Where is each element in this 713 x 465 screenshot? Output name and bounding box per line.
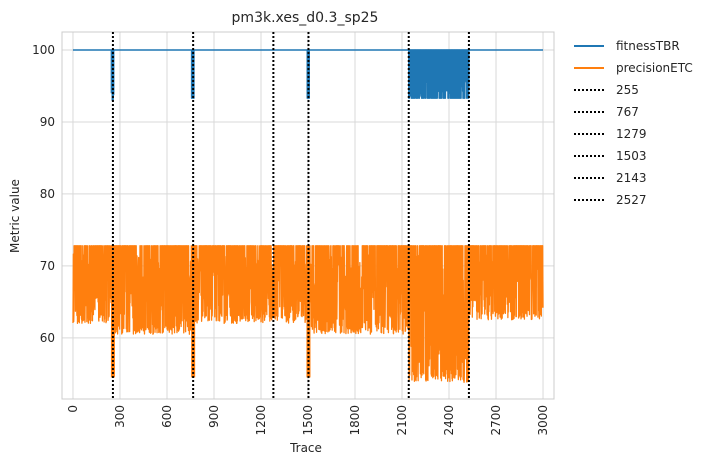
x-tick-label: 3000 — [536, 405, 550, 436]
drift-layer — [111, 32, 470, 399]
y-tick-label: 100 — [32, 43, 55, 57]
x-tick-label: 2700 — [489, 405, 503, 436]
y-tick-label: 70 — [40, 259, 55, 273]
x-tick-label: 1500 — [301, 405, 315, 436]
chart-title: pm3k.xes_d0.3_sp25 — [232, 10, 379, 26]
legend-label: 2527 — [616, 193, 647, 207]
legend-label: fitnessTBR — [616, 39, 680, 53]
series-line-fitnessTBR — [72, 49, 544, 102]
x-tick-label: 1200 — [254, 405, 268, 436]
legend-label: 1503 — [616, 149, 647, 163]
y-tick-labels: 60 70 80 90 100 — [32, 43, 55, 345]
x-tick-label: 900 — [207, 405, 221, 428]
x-tick-label: 300 — [113, 405, 127, 428]
x-axis-label: Trace — [289, 441, 322, 455]
legend-label: 255 — [616, 83, 639, 97]
legend-label: 2143 — [616, 171, 647, 185]
legend-label: 1279 — [616, 127, 647, 141]
y-tick-label: 90 — [40, 115, 55, 129]
legend-label: precisionETC — [616, 61, 693, 75]
x-tick-label: 2100 — [395, 405, 409, 436]
x-tick-label: 600 — [160, 405, 174, 428]
x-tick-label: 0 — [66, 405, 80, 413]
y-tick-label: 80 — [40, 187, 55, 201]
legend: fitnessTBR precisionETC 255 767 1279 1503 2143… — [574, 39, 693, 207]
x-tick-labels: 0 300 600 900 1200 1500 1800 2100 2400 2700 3000 — [66, 405, 550, 436]
legend-label: 767 — [616, 105, 639, 119]
y-axis-label: Metric value — [8, 179, 22, 253]
x-tick-label: 1800 — [348, 405, 362, 436]
y-tick-label: 60 — [40, 331, 55, 345]
x-tick-label: 2400 — [442, 405, 456, 436]
